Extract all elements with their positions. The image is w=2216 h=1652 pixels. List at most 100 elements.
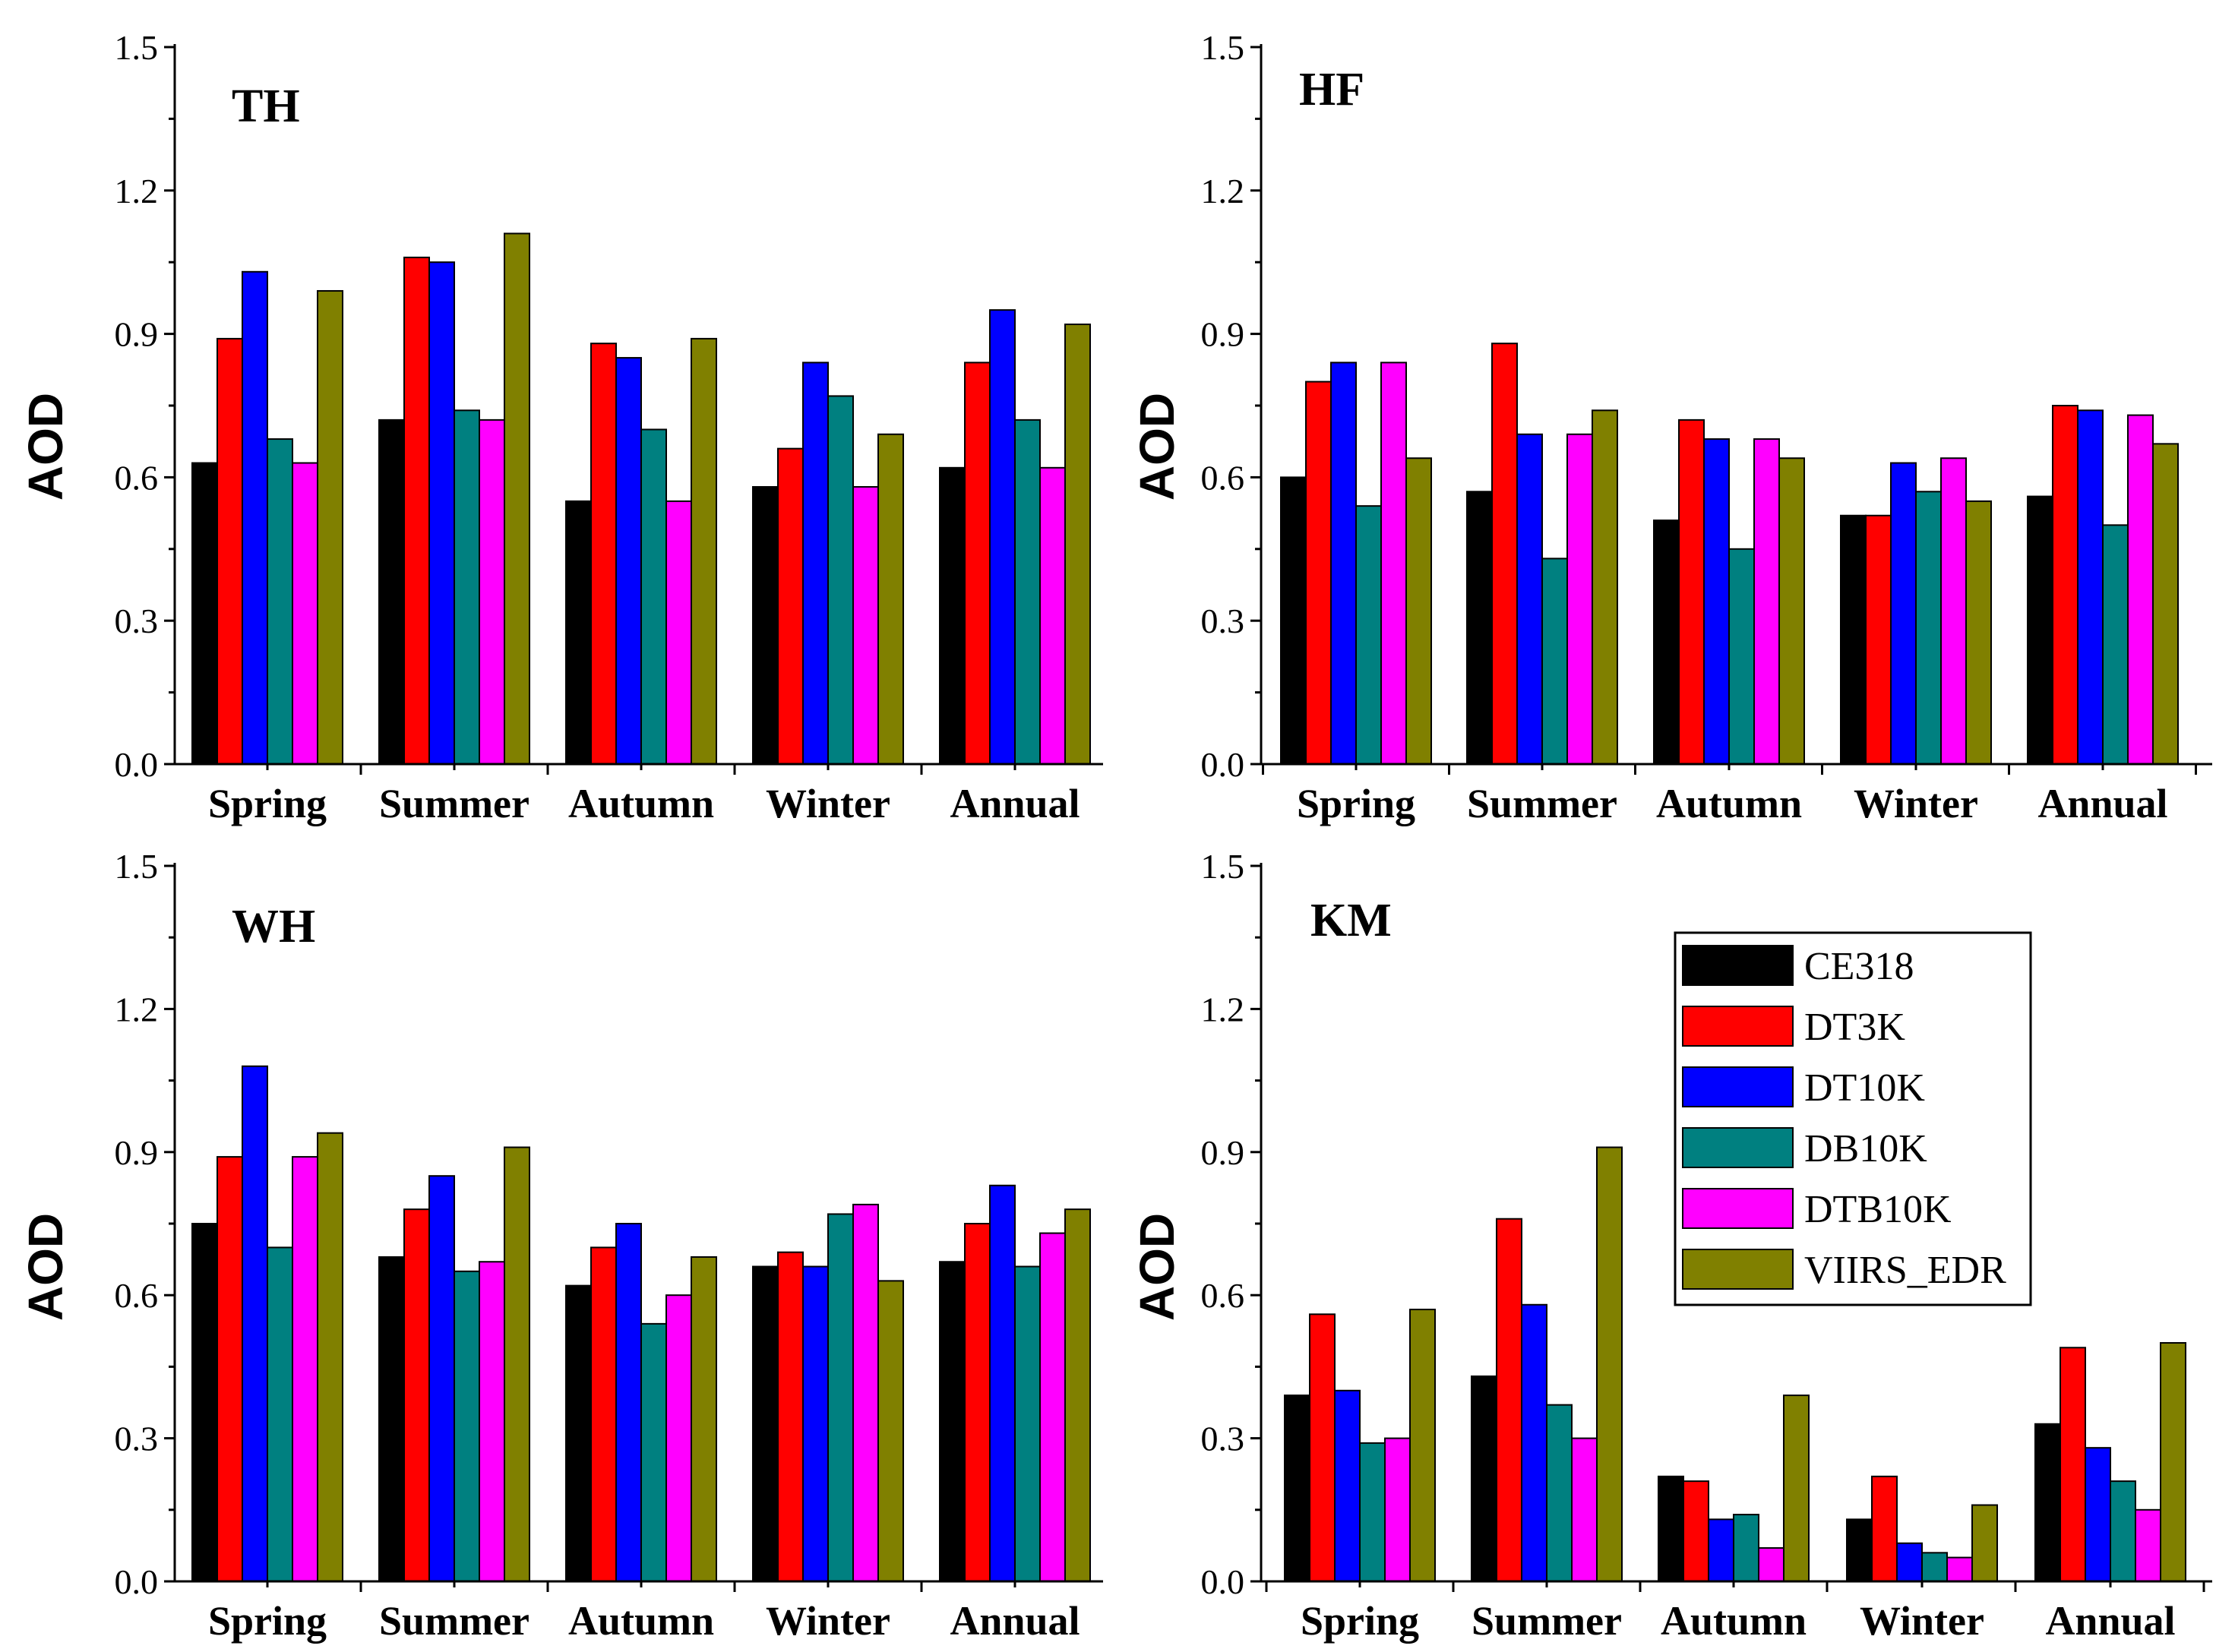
bar-dt3k-winter [1865, 514, 1892, 765]
bar-dtb10k-autumn [1758, 1547, 1784, 1583]
bar-db10k-summer [454, 1270, 480, 1583]
bar-db10k-winter [1915, 491, 1942, 766]
panel-km: KM AOD Spring Summer Autumn Winter Annual 0.0… [1130, 847, 2212, 1644]
bar-dt3k-summer [403, 256, 430, 765]
panel-title: HF [1299, 64, 1364, 115]
x-tick-label: Winter [766, 1598, 890, 1644]
bar-dt10k-spring [1330, 362, 1357, 765]
bar-db10k-annual [2102, 524, 2129, 765]
x-tick-label: Summer [1467, 781, 1617, 826]
y-tick-label: 1.2 [115, 990, 159, 1028]
bar-dtb10k-spring [292, 462, 318, 766]
panel-hf: HF AOD Spring Summer Autumn Winter Annual 0.0… [1130, 28, 2212, 826]
bar-dt10k-spring [242, 270, 268, 765]
bar-dtb10k-spring [1384, 1437, 1411, 1582]
bar-dt10k-annual [989, 309, 1016, 765]
bar-ce318-autumn [565, 1284, 592, 1582]
bar-viirs-edr-winter [1965, 500, 1992, 765]
x-tick-label: Summer [379, 1598, 530, 1644]
bar-dt3k-annual [964, 362, 991, 765]
bar-viirs-edr-winter [1971, 1504, 1998, 1583]
bar-dtb10k-winter [852, 1203, 879, 1582]
bar-viirs-edr-autumn [1778, 457, 1805, 766]
panel-wh: WH AOD Spring Summer Autumn Winter Annual 0.0… [18, 847, 1103, 1644]
bar-dtb10k-autumn [665, 500, 692, 765]
bar-db10k-spring [267, 1246, 293, 1583]
bar-dt10k-summer [1516, 433, 1543, 765]
bar-viirs-edr-autumn [691, 337, 717, 766]
bar-ce318-summer [378, 1256, 405, 1582]
y-tick-label: 0.9 [115, 315, 159, 354]
legend-label-dtb10k: DTB10K [1804, 1188, 1952, 1231]
bar-dt10k-spring [242, 1065, 268, 1582]
x-tick-label: Spring [208, 781, 327, 826]
panel-title: KM [1310, 895, 1392, 946]
y-tick-label: 0.3 [1201, 1420, 1245, 1458]
x-tick-label: Annual [950, 781, 1080, 826]
bar-dt3k-autumn [1683, 1480, 1709, 1582]
y-tick-label: 1.2 [1201, 172, 1245, 210]
bar-dt10k-winter [1890, 462, 1917, 766]
x-tick-label: Spring [208, 1598, 327, 1644]
bar-dt10k-autumn [615, 357, 642, 766]
bar-dt3k-winter [777, 1251, 804, 1583]
y-axis-label: AOD [18, 1213, 73, 1321]
bar-ce318-winter [752, 1265, 779, 1583]
legend-label-db10k: DB10K [1804, 1127, 1927, 1170]
bar-ce318-autumn [1653, 520, 1680, 765]
bar-db10k-spring [1355, 505, 1382, 765]
bar-dt3k-spring [217, 337, 243, 766]
y-tick-label: 0.0 [115, 745, 159, 784]
bar-viirs-edr-summer [504, 232, 530, 765]
x-tick-label: Annual [2045, 1598, 2175, 1644]
bar-dt10k-autumn [1703, 438, 1730, 765]
bar-db10k-autumn [1733, 1514, 1759, 1582]
bar-ce318-winter [1840, 514, 1867, 765]
bar-db10k-annual [2110, 1480, 2136, 1582]
legend-swatch-dtb10k [1682, 1188, 1794, 1229]
bar-dt3k-summer [1496, 1218, 1522, 1582]
bar-dt10k-winter [1896, 1542, 1923, 1583]
bar-ce318-summer [1466, 491, 1493, 766]
x-tick-label: Winter [766, 781, 890, 826]
bar-db10k-autumn [640, 428, 667, 765]
bar-dt3k-annual [964, 1223, 991, 1582]
bar-viirs-edr-autumn [1783, 1395, 1810, 1582]
x-tick-label: Annual [2037, 781, 2167, 826]
bar-ce318-winter [752, 485, 779, 766]
bar-viirs-edr-spring [1405, 457, 1432, 766]
legend: CE318 DT3K DT10K DB10K DTB10K VIIRS_EDR [1674, 931, 2032, 1306]
bar-dt10k-annual [2077, 409, 2104, 765]
bar-dtb10k-autumn [1753, 438, 1780, 765]
y-tick-label: 0.3 [1201, 602, 1245, 640]
bar-db10k-winter [827, 395, 854, 765]
legend-swatch-viirs-edr [1682, 1249, 1794, 1290]
bar-dt10k-spring [1334, 1389, 1361, 1583]
bar-viirs-edr-summer [504, 1146, 530, 1582]
bar-dt10k-winter [802, 362, 829, 765]
bar-dtb10k-winter [1940, 457, 1967, 766]
bar-dt3k-summer [1491, 343, 1518, 766]
bar-db10k-summer [454, 409, 480, 765]
y-tick-label: 0.6 [115, 458, 159, 497]
panel-title: WH [232, 901, 315, 952]
bar-dt10k-summer [1521, 1303, 1547, 1582]
bar-dt3k-autumn [590, 1246, 617, 1583]
x-tick-label: Autumn [568, 781, 714, 826]
bar-viirs-edr-annual [2152, 443, 2179, 765]
bar-ce318-annual [939, 1261, 966, 1582]
y-tick-label: 0.3 [115, 602, 159, 640]
bar-viirs-edr-winter [877, 1280, 904, 1582]
y-tick-label: 1.5 [1201, 28, 1245, 67]
bar-dt3k-summer [403, 1208, 430, 1583]
y-tick-label: 0.3 [115, 1420, 159, 1458]
panel-title: TH [232, 81, 300, 132]
x-tick-label: Winter [1854, 781, 1978, 826]
bar-dt10k-annual [989, 1184, 1016, 1582]
legend-box [1674, 931, 2032, 1306]
bar-dt3k-spring [217, 1156, 243, 1582]
legend-swatch-dt3k [1682, 1006, 1794, 1047]
bar-dt3k-winter [777, 447, 804, 765]
bar-dt3k-autumn [1678, 419, 1705, 765]
bar-ce318-spring [191, 462, 218, 766]
